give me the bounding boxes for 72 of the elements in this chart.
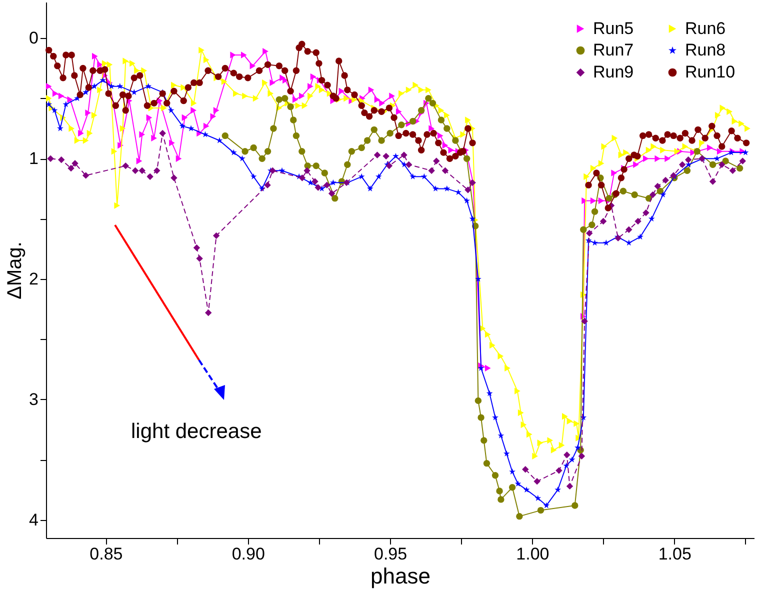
point <box>634 218 642 225</box>
point <box>314 184 322 191</box>
legend-label: Run5 <box>593 18 634 38</box>
point <box>196 255 203 262</box>
legend-label: Run8 <box>685 40 726 60</box>
point <box>684 156 692 164</box>
y-axis-title: ΔMag. <box>4 242 26 300</box>
point <box>170 174 178 182</box>
point <box>586 230 593 237</box>
legend-label: Run6 <box>685 18 726 38</box>
legend-label: Run9 <box>593 62 634 82</box>
point <box>72 160 78 167</box>
point <box>709 178 716 185</box>
x-tick-label: 0.90 <box>232 544 265 564</box>
point <box>464 186 472 194</box>
point <box>47 155 54 162</box>
point <box>442 167 449 174</box>
point <box>642 209 650 216</box>
annotation: light decrease <box>131 420 262 443</box>
y-tick-label: 1 <box>29 149 38 168</box>
point <box>662 176 669 184</box>
point <box>138 167 146 174</box>
point <box>154 167 160 174</box>
point <box>729 167 736 174</box>
point <box>564 452 570 458</box>
point <box>566 482 574 490</box>
point <box>312 178 318 185</box>
point <box>600 218 607 225</box>
x-tick-label: 1.05 <box>658 544 692 564</box>
point <box>654 182 661 190</box>
point <box>534 478 540 485</box>
point <box>264 182 271 188</box>
point <box>649 191 656 198</box>
point <box>68 164 74 172</box>
point <box>556 467 562 474</box>
point <box>146 173 154 180</box>
point <box>386 162 393 170</box>
point <box>739 158 746 164</box>
point <box>718 161 726 168</box>
point <box>626 226 632 234</box>
legend-label: Run10 <box>685 62 736 82</box>
point <box>304 167 310 174</box>
point <box>433 158 440 164</box>
point <box>405 161 412 168</box>
point <box>82 172 90 179</box>
point <box>328 190 336 197</box>
point <box>400 152 408 158</box>
point <box>382 152 390 160</box>
point <box>205 309 212 316</box>
point <box>428 167 435 174</box>
y-tick-label: 4 <box>29 510 38 530</box>
x-tick-label: 1.00 <box>516 544 550 564</box>
point <box>132 167 139 174</box>
point <box>298 174 306 182</box>
y-tick-label: 2 <box>29 270 38 289</box>
legend-label: Run7 <box>593 40 634 60</box>
point <box>522 466 529 473</box>
x-axis-title: phase <box>370 564 430 588</box>
point <box>678 161 686 168</box>
point <box>58 156 65 164</box>
x-tick-label: 0.95 <box>374 544 408 564</box>
point <box>212 232 220 240</box>
point <box>374 152 381 158</box>
point <box>324 182 330 188</box>
y-tick-label: 3 <box>29 390 38 409</box>
point <box>581 318 588 325</box>
point <box>122 162 129 170</box>
point <box>159 130 166 137</box>
x-tick-label: 0.85 <box>90 544 123 564</box>
y-tick-label: 0 <box>29 28 38 48</box>
point <box>578 452 586 460</box>
point <box>193 244 200 252</box>
